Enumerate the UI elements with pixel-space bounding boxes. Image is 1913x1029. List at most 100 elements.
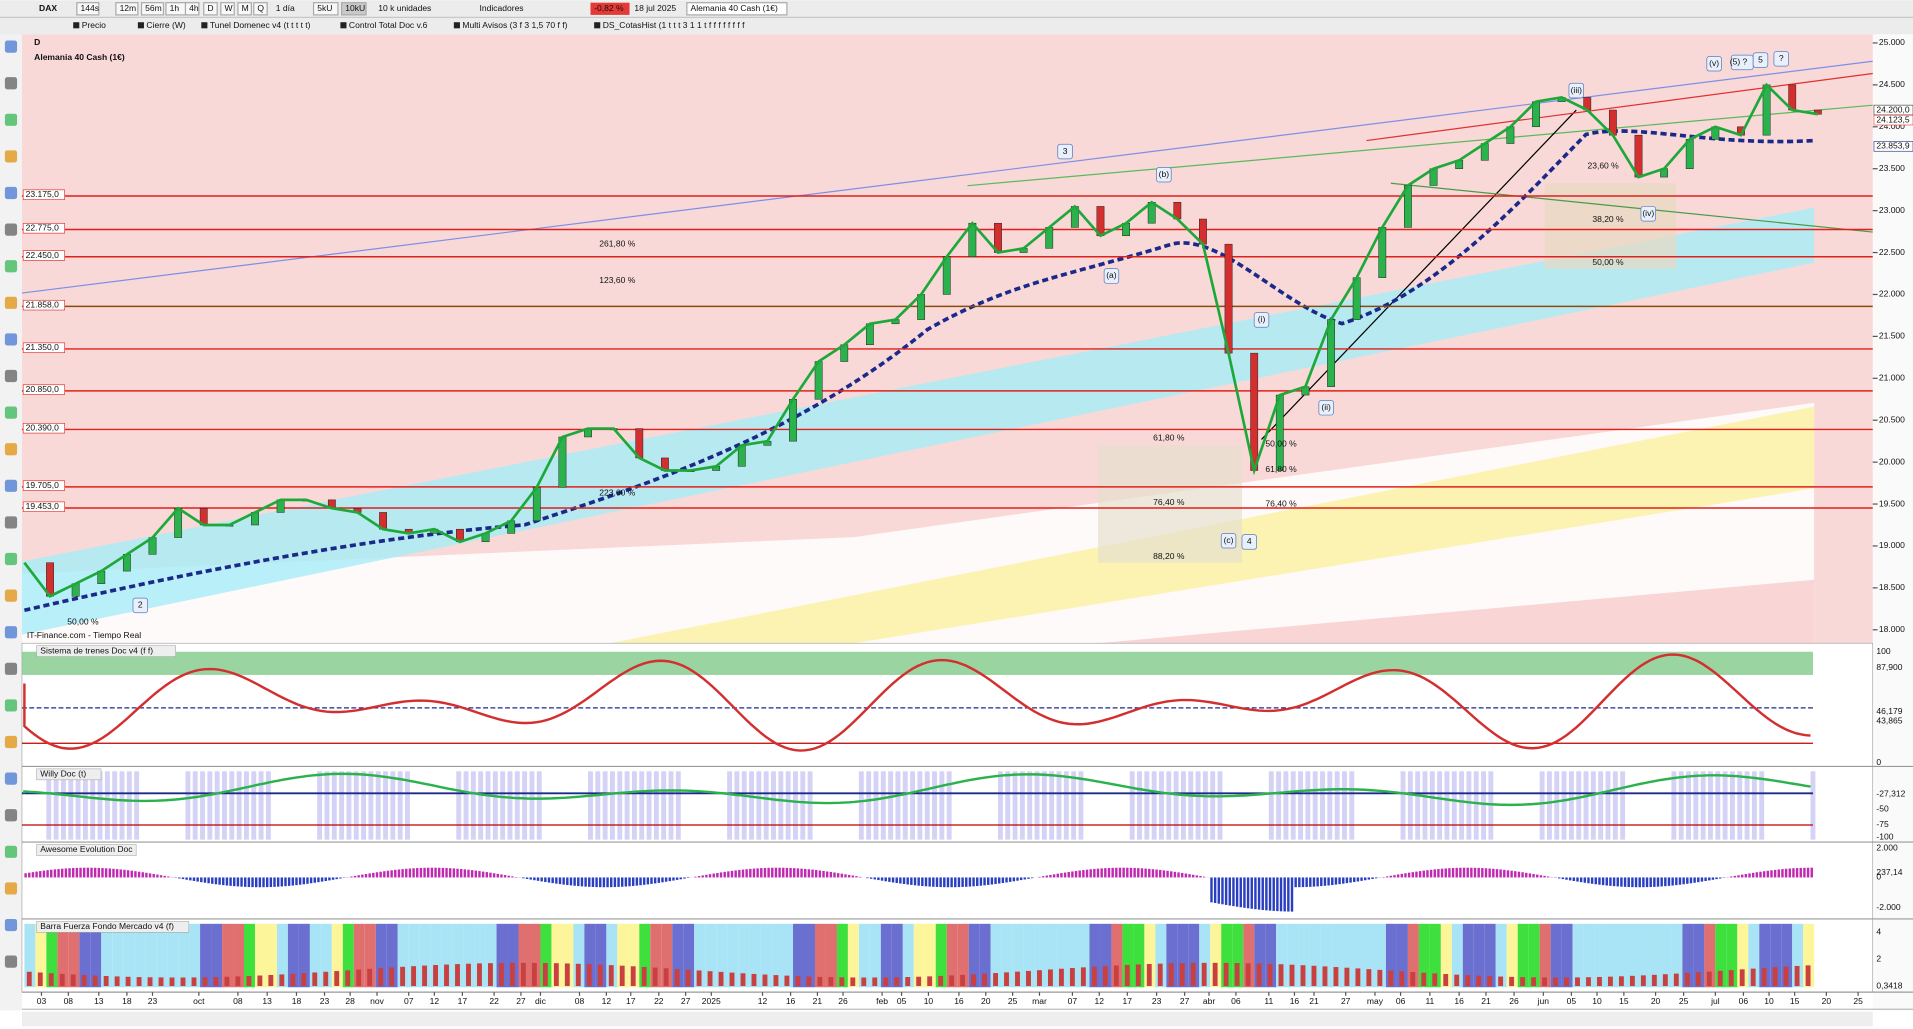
legend-checkbox[interactable]: [453, 22, 460, 29]
legend-item[interactable]: Tunel Domenec v4 (t t t t t): [210, 20, 311, 30]
unit-button[interactable]: [340, 2, 367, 16]
timeframe-button[interactable]: [253, 2, 268, 16]
timeframe-tag: D: [34, 37, 40, 47]
histogram-bar: [1078, 870, 1081, 878]
timeframe-button[interactable]: [220, 2, 235, 16]
unit-label[interactable]: 10kU: [345, 3, 365, 13]
tool-icon[interactable]: [4, 369, 18, 383]
tool-icon[interactable]: [4, 77, 18, 90]
timeframe-button[interactable]: [237, 2, 252, 16]
unit-label[interactable]: 5kU: [317, 3, 332, 13]
tool-icon[interactable]: [4, 479, 18, 492]
tool-icon[interactable]: [4, 955, 18, 968]
panel-bar: [1199, 923, 1211, 988]
units-label[interactable]: 10 k unidades: [378, 3, 431, 13]
tool-icon[interactable]: [4, 845, 18, 858]
timeframe-label[interactable]: Q: [257, 3, 264, 13]
timeframe-label[interactable]: 12m: [120, 3, 137, 13]
level-label: 21.858,0: [26, 299, 59, 309]
panel-bar: [705, 771, 711, 840]
tool-icon[interactable]: [4, 735, 18, 749]
panel-bar: [1788, 771, 1794, 840]
panel-bar: [1276, 771, 1282, 840]
tool-icon[interactable]: [4, 516, 18, 529]
panel-bar: [1045, 923, 1057, 988]
tool-icon[interactable]: [4, 40, 18, 53]
timeframe-label[interactable]: W: [224, 3, 233, 13]
legend-checkbox[interactable]: [594, 22, 601, 29]
date-label: 12: [1094, 996, 1104, 1006]
tool-icon[interactable]: [4, 882, 18, 895]
legend-item[interactable]: Control Total Doc v.6: [349, 20, 428, 30]
indicators-button[interactable]: Indicadores: [479, 3, 523, 13]
volume-bar: [696, 970, 702, 987]
histogram-bar: [1448, 868, 1451, 878]
tool-icon[interactable]: [4, 662, 18, 675]
tool-icon[interactable]: [4, 150, 18, 163]
timeframe-label[interactable]: D: [207, 3, 213, 13]
tool-icon[interactable]: [4, 260, 18, 273]
scrollbar[interactable]: [21, 1011, 1873, 1027]
legend-checkbox[interactable]: [201, 22, 208, 29]
volume-bar: [1629, 975, 1635, 987]
legend-item[interactable]: Precio: [82, 20, 106, 30]
panel-bar: [990, 923, 1002, 988]
timeframe-button[interactable]: [140, 2, 165, 16]
volume-bar: [905, 977, 911, 987]
timeframe-label[interactable]: 4h: [189, 3, 199, 13]
histogram-bar: [1587, 877, 1590, 884]
legend-item[interactable]: Multi Avisos (3 f 3 1,5 70 f f): [462, 20, 567, 30]
panel-bar: [771, 771, 776, 840]
timeframe-label[interactable]: 144s: [81, 3, 100, 13]
panel-bar: [189, 923, 201, 988]
tool-icon[interactable]: [4, 589, 18, 602]
period[interactable]: 1 día: [276, 3, 295, 13]
histogram-bar: [1235, 877, 1239, 907]
timeframe-label[interactable]: 1h: [170, 3, 180, 13]
timeframe-label[interactable]: 56m: [145, 3, 162, 13]
histogram-bar: [902, 877, 906, 885]
tool-icon[interactable]: [4, 406, 18, 419]
tool-icon[interactable]: [4, 113, 18, 126]
histogram-bar: [265, 877, 269, 888]
histogram-bar: [789, 867, 792, 878]
panel-bar: [309, 923, 321, 988]
tool-icon[interactable]: [4, 552, 18, 566]
tool-icon[interactable]: [4, 918, 18, 932]
timeframe-button[interactable]: [115, 2, 139, 16]
legend-item[interactable]: DS_CotasHist (1 t t t 3 1 1 t f f f f f …: [603, 20, 745, 30]
change: -0,82 %: [594, 3, 624, 13]
timeframe-label[interactable]: M: [242, 3, 249, 13]
histogram-bar: [1268, 877, 1272, 911]
panel-bar: [1290, 771, 1296, 840]
legend-item[interactable]: Cierre (W): [146, 20, 185, 30]
tool-icon[interactable]: [4, 772, 18, 785]
unit-button[interactable]: [312, 2, 339, 16]
legend-checkbox[interactable]: [137, 22, 144, 29]
tool-icon[interactable]: [4, 296, 18, 309]
tool-icon[interactable]: [4, 699, 18, 712]
legend-checkbox[interactable]: [73, 22, 80, 29]
symbol[interactable]: DAX: [39, 3, 57, 13]
legend-checkbox[interactable]: [340, 22, 347, 29]
timeframe-button[interactable]: [76, 2, 100, 16]
volume-bar: [455, 964, 460, 987]
histogram-bar: [1740, 874, 1744, 878]
histogram-bar: [1484, 868, 1488, 878]
timeframe-button[interactable]: [203, 2, 218, 16]
tool-icon[interactable]: [4, 626, 18, 639]
histogram-bar: [262, 877, 265, 888]
tool-icon[interactable]: [4, 223, 18, 236]
timeframe-button[interactable]: [184, 2, 200, 16]
histogram-bar: [478, 871, 481, 878]
panel-bar: [1243, 923, 1255, 988]
tool-icon[interactable]: [4, 443, 18, 456]
histogram-bar: [156, 874, 159, 878]
panel-bar: [452, 923, 464, 988]
panel-bar: [976, 771, 981, 840]
volume-bar: [246, 976, 252, 987]
tool-icon[interactable]: [4, 186, 18, 200]
tool-icon[interactable]: [4, 809, 18, 822]
tool-icon[interactable]: [4, 333, 18, 346]
histogram-bar: [485, 872, 489, 878]
